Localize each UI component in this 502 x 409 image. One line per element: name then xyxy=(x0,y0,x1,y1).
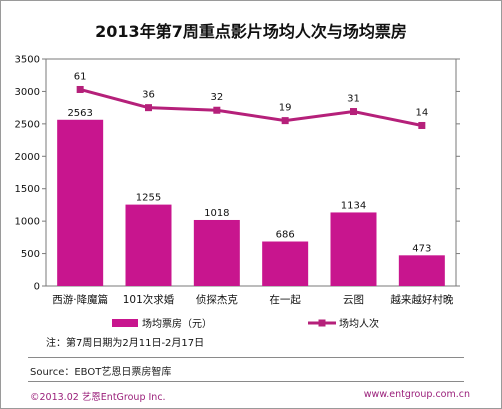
line-data-label: 32 xyxy=(210,92,223,103)
chart-title: 2013年第7周重点影片场均人次与场均票房 xyxy=(95,22,407,41)
y-axis-tick-label: 0 xyxy=(34,282,40,293)
plot-area-border xyxy=(45,58,457,287)
footer-copyright: ©2013.02 艺恩EntGroup Inc. xyxy=(30,392,166,403)
line-marker xyxy=(145,104,152,112)
x-axis-tick-label: 西游·降魔篇 xyxy=(52,293,108,306)
y-axis-tick-label: 1000 xyxy=(15,217,40,228)
bar xyxy=(330,212,377,286)
bar xyxy=(398,255,445,286)
x-axis-tick-label: 101次求婚 xyxy=(123,293,175,306)
bar xyxy=(57,119,104,286)
x-axis-tick-label: 在一起 xyxy=(269,294,301,306)
bar xyxy=(193,219,240,286)
source-text: Source：EBOT艺恩日票房智库 xyxy=(30,367,172,378)
line-marker xyxy=(76,85,84,93)
bar-data-label: 2563 xyxy=(67,108,92,119)
bar-data-label: 473 xyxy=(412,243,431,254)
legend-line-marker xyxy=(318,319,326,327)
divider-top xyxy=(28,357,464,358)
line-data-label: 61 xyxy=(74,71,87,82)
bar-data-label: 1018 xyxy=(204,208,229,219)
y-axis-tick-label: 3000 xyxy=(15,87,40,98)
bar xyxy=(125,204,172,286)
bar-data-label: 1134 xyxy=(341,200,366,211)
legend-line-label: 场均人次 xyxy=(339,317,379,330)
footer: ©2013.02 艺恩EntGroup Inc. www.entgroup.co… xyxy=(30,389,470,403)
line-data-label: 19 xyxy=(279,103,292,114)
legend-bar-swatch xyxy=(112,319,138,327)
line-data-label: 36 xyxy=(142,90,155,101)
line-marker xyxy=(213,106,221,114)
line-marker xyxy=(350,108,357,116)
y-axis-tick-label: 1500 xyxy=(15,184,40,195)
bar xyxy=(262,241,309,286)
x-axis-tick-label: 越来越好村晚 xyxy=(390,293,453,306)
y-axis-tick-label: 2500 xyxy=(15,119,40,130)
chart-note: 注：第7周日期为2月11日-2月17日 xyxy=(46,336,204,349)
divider-bottom xyxy=(28,381,464,382)
line-data-label: 14 xyxy=(415,107,428,118)
y-axis-tick-label: 3500 xyxy=(15,55,40,66)
x-axis-tick-label: 云图 xyxy=(343,294,364,306)
line-marker xyxy=(418,121,426,129)
bar-data-label: 1255 xyxy=(136,193,161,204)
line-series xyxy=(79,88,423,127)
y-axis-tick-label: 2000 xyxy=(15,152,40,163)
footer-website: www.entgroup.com.cn xyxy=(363,389,470,400)
legend-bar-label: 场均票房（元） xyxy=(142,317,212,330)
y-axis-tick-label: 500 xyxy=(21,249,40,260)
line-data-label: 31 xyxy=(347,94,360,105)
line-marker xyxy=(281,117,289,125)
bar-data-label: 686 xyxy=(276,230,295,241)
x-axis-tick-label: 侦探杰克 xyxy=(196,293,238,306)
